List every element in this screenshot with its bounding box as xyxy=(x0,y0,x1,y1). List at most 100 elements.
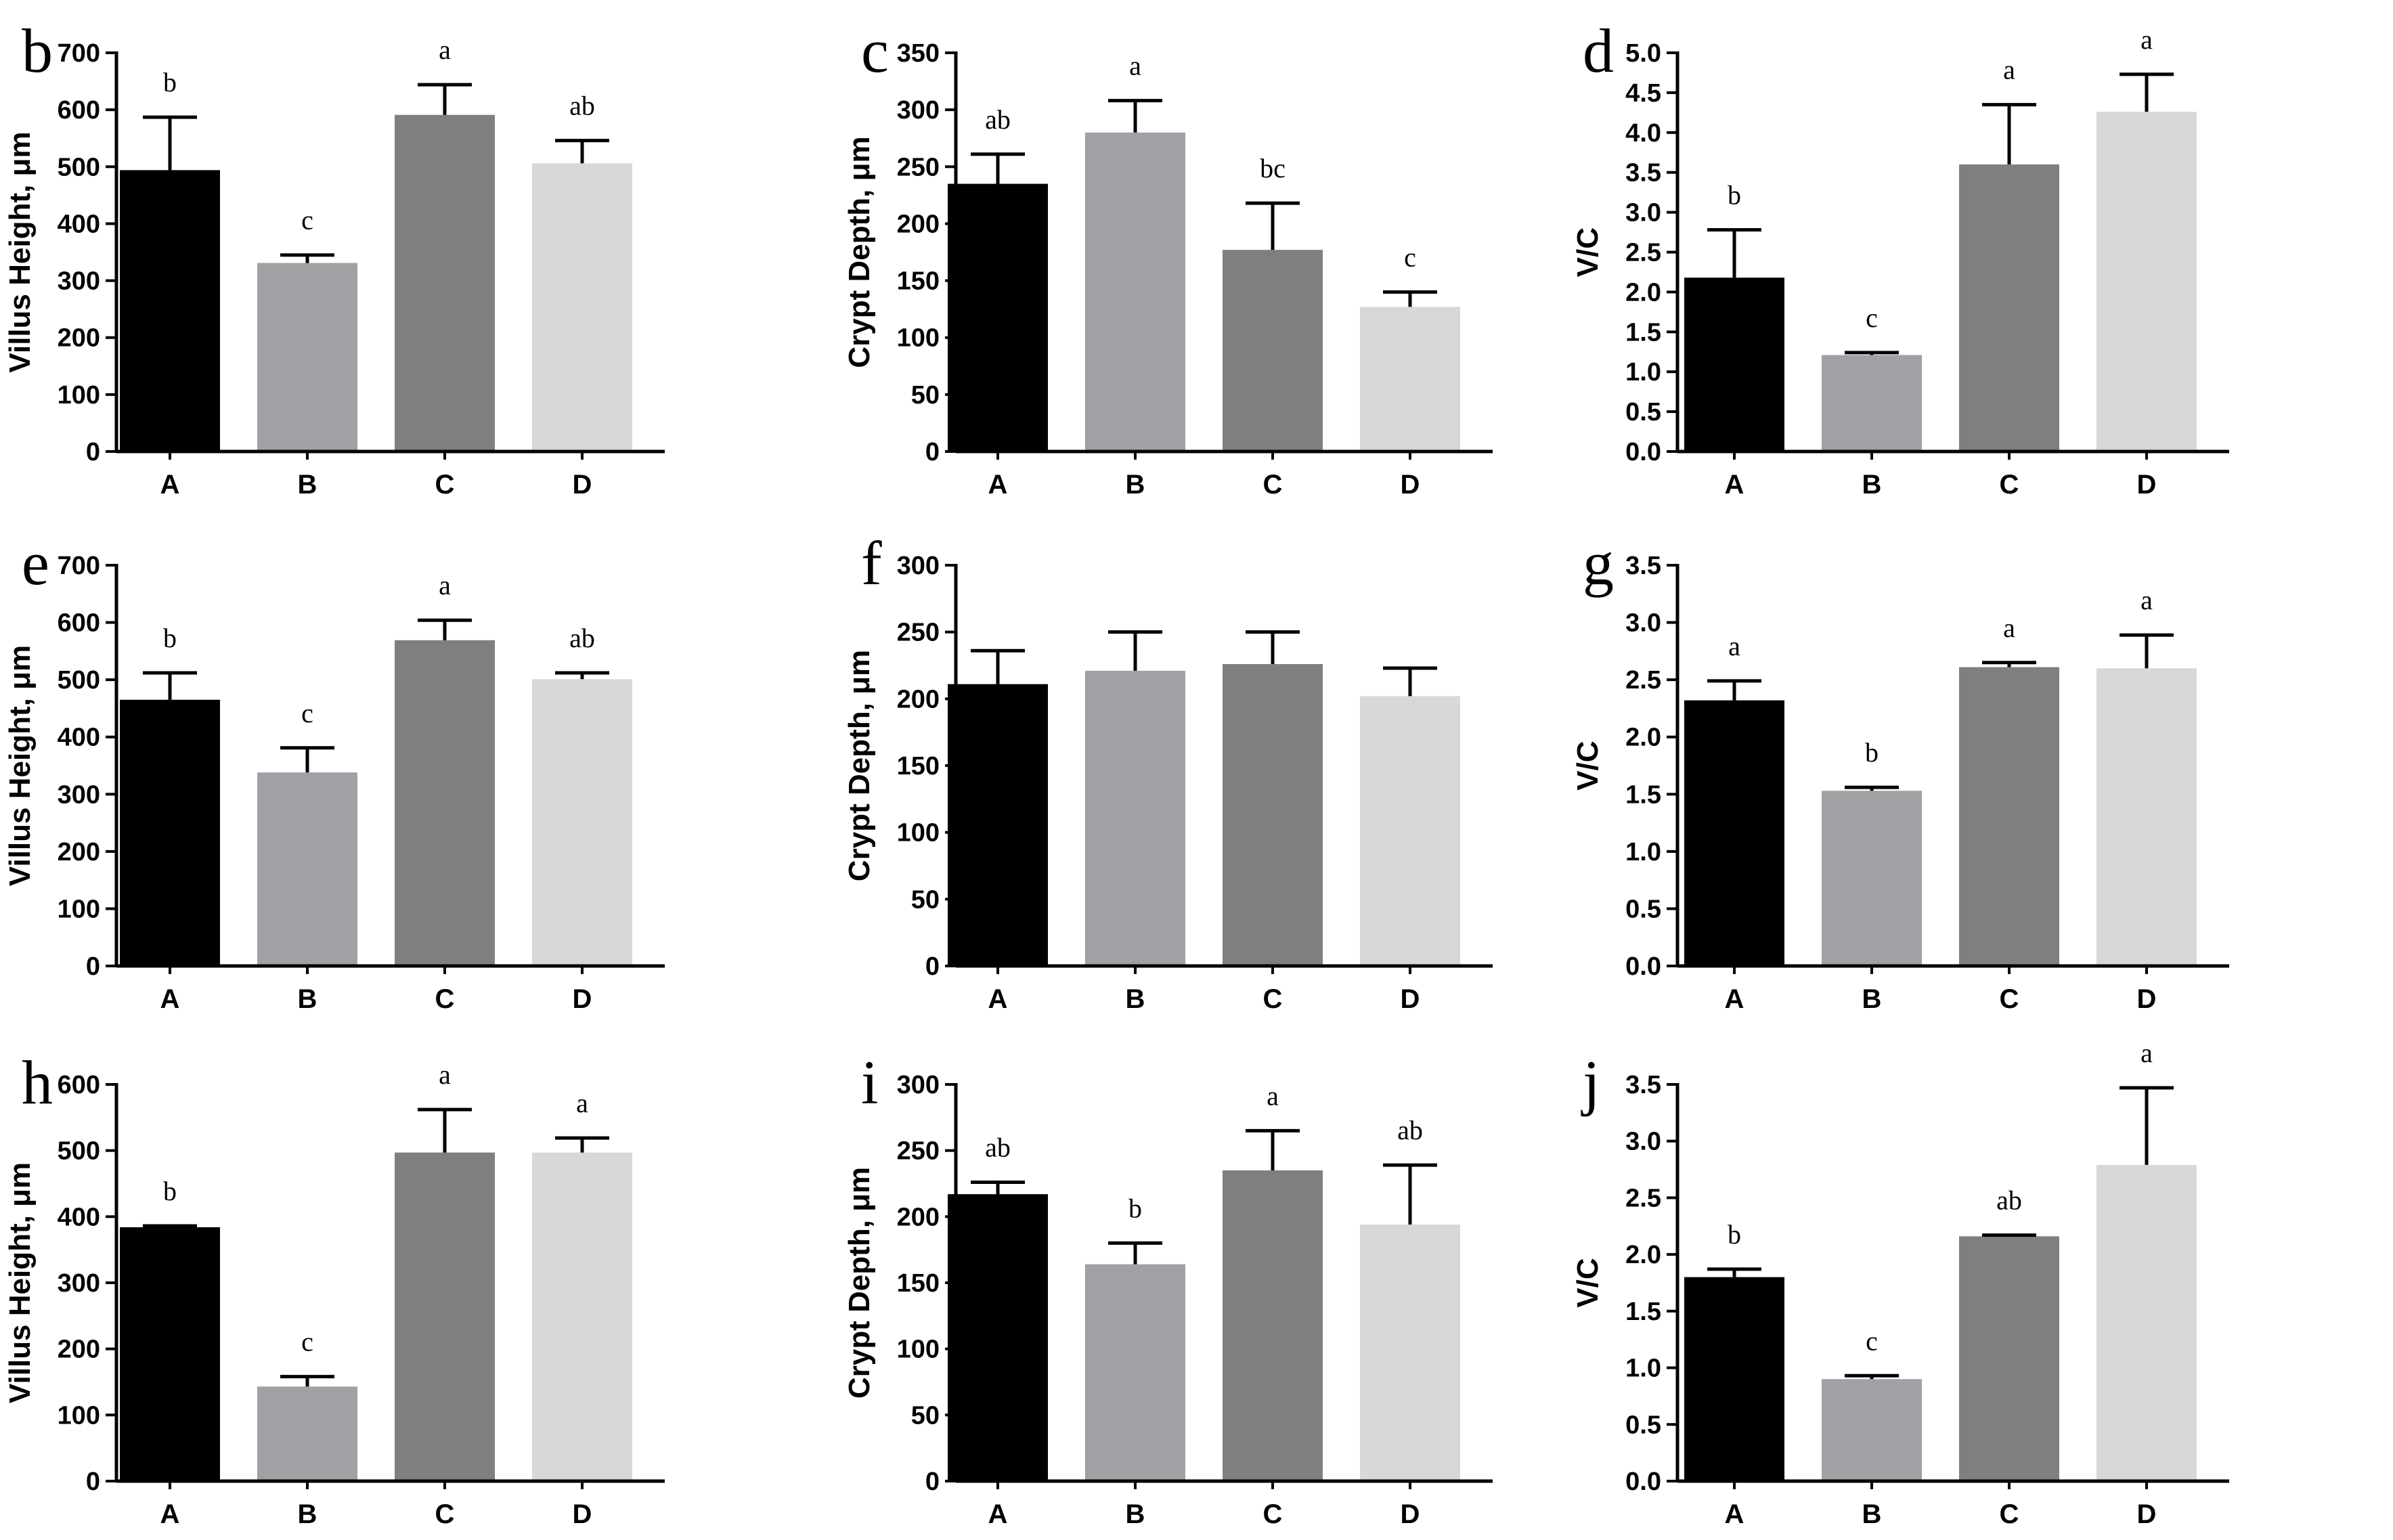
x-tick-label-c-A: A xyxy=(988,470,1008,500)
bar-h-C xyxy=(395,1152,495,1481)
y-tick-label-c: 200 xyxy=(897,210,940,238)
significance-label-d-B: c xyxy=(1866,303,1878,333)
x-tick-label-e-B: B xyxy=(298,984,317,1014)
y-tick-label-i: 300 xyxy=(897,1071,940,1099)
y-tick-label-h: 0 xyxy=(86,1468,100,1496)
significance-label-d-A: b xyxy=(1728,180,1741,211)
bar-j-D xyxy=(2096,1164,2197,1481)
y-tick-label-b: 400 xyxy=(58,210,100,238)
y-tick-label-i: 50 xyxy=(911,1401,940,1430)
bar-j-A xyxy=(1684,1277,1784,1481)
y-tick-label-j: 0.0 xyxy=(1625,1468,1661,1496)
x-tick-label-f-D: D xyxy=(1401,984,1420,1014)
bar-f-D xyxy=(1360,696,1460,966)
y-tick-label-e: 0 xyxy=(86,952,100,981)
y-tick-label-e: 200 xyxy=(58,838,100,866)
y-tick-label-c: 150 xyxy=(897,267,940,296)
chart-panel-j: b Ac Bab Ca D 0.0 0.5 1.0 1.5 2.0 2.5 3.0 3.5 V/C j xyxy=(1571,1038,2229,1529)
significance-label-e-B: c xyxy=(301,698,313,728)
y-tick-label-j: 3.5 xyxy=(1625,1071,1661,1099)
chart-panel-b: b Ac Ba Cab D 0 100 200 300 400 500 600 700 Villus He… xyxy=(3,16,665,500)
x-tick-label-c-C: C xyxy=(1263,470,1283,500)
x-tick-label-g-C: C xyxy=(2000,984,2019,1014)
y-tick-label-d: 1.5 xyxy=(1625,318,1661,347)
y-tick-label-j: 2.0 xyxy=(1625,1241,1661,1269)
x-tick-label-e-D: D xyxy=(573,984,592,1014)
y-tick-label-c: 50 xyxy=(911,381,940,410)
bar-e-D xyxy=(532,679,632,966)
y-tick-label-b: 100 xyxy=(58,381,100,410)
y-tick-label-j: 0.5 xyxy=(1625,1411,1661,1439)
y-tick-label-c: 100 xyxy=(897,324,940,353)
y-tick-label-d: 0.0 xyxy=(1625,438,1661,466)
significance-label-g-D: a xyxy=(2140,585,2153,615)
x-tick-label-j-A: A xyxy=(1725,1499,1744,1529)
x-tick-label-i-B: B xyxy=(1126,1499,1145,1529)
y-tick-label-e: 400 xyxy=(58,724,100,752)
y-tick-label-g: 0.0 xyxy=(1625,952,1661,981)
y-tick-label-f: 150 xyxy=(897,752,940,780)
x-tick-label-c-B: B xyxy=(1126,470,1145,500)
y-tick-label-h: 200 xyxy=(58,1336,100,1364)
y-tick-label-g: 3.5 xyxy=(1625,552,1661,580)
y-tick-label-j: 3.0 xyxy=(1625,1128,1661,1156)
y-tick-label-g: 3.0 xyxy=(1625,609,1661,638)
significance-label-h-A: b xyxy=(163,1176,177,1206)
bar-j-B xyxy=(1822,1379,1922,1481)
bar-e-A xyxy=(120,699,220,966)
y-axis-title-b: Villus Height, μm xyxy=(3,131,37,372)
panel-letter-h: h xyxy=(22,1048,53,1117)
x-tick-label-g-D: D xyxy=(2137,984,2157,1014)
x-tick-label-b-D: D xyxy=(573,470,592,500)
bar-c-A xyxy=(948,183,1048,452)
bar-g-C xyxy=(1959,667,2059,966)
significance-label-h-D: a xyxy=(576,1088,588,1118)
y-axis-title-c: Crypt Depth, μm xyxy=(843,136,876,368)
significance-label-c-D: c xyxy=(1404,242,1416,272)
x-tick-label-j-C: C xyxy=(2000,1499,2019,1529)
y-tick-label-d: 2.5 xyxy=(1625,239,1661,267)
x-tick-label-f-A: A xyxy=(988,984,1008,1014)
y-tick-label-h: 600 xyxy=(58,1071,100,1099)
y-tick-label-d: 0.5 xyxy=(1625,398,1661,426)
panel-letter-c: c xyxy=(861,16,889,85)
bar-d-C xyxy=(1959,164,2059,452)
significance-label-b-A: b xyxy=(163,67,177,97)
y-tick-label-b: 600 xyxy=(58,96,100,125)
y-tick-label-i: 100 xyxy=(897,1336,940,1364)
bar-e-B xyxy=(257,772,357,966)
x-tick-label-d-A: A xyxy=(1725,470,1744,500)
significance-label-i-A: ab xyxy=(985,1132,1011,1163)
y-tick-label-b: 500 xyxy=(58,153,100,181)
x-tick-label-f-B: B xyxy=(1126,984,1145,1014)
significance-label-d-C: a xyxy=(2003,55,2015,85)
y-tick-label-e: 700 xyxy=(58,552,100,580)
y-tick-label-h: 500 xyxy=(58,1137,100,1166)
bar-d-B xyxy=(1822,355,1922,452)
bar-i-B xyxy=(1085,1264,1185,1481)
significance-label-j-C: ab xyxy=(1996,1185,2022,1216)
bar-g-A xyxy=(1684,700,1784,966)
bar-g-D xyxy=(2096,668,2197,966)
x-tick-label-g-A: A xyxy=(1725,984,1744,1014)
x-tick-label-h-C: C xyxy=(435,1499,455,1529)
bar-i-D xyxy=(1360,1225,1460,1481)
y-tick-label-d: 3.5 xyxy=(1625,159,1661,188)
panel-letter-j: j xyxy=(1581,1048,1600,1117)
y-tick-label-g: 2.5 xyxy=(1625,666,1661,695)
x-tick-label-i-C: C xyxy=(1263,1499,1283,1529)
y-tick-label-j: 1.0 xyxy=(1625,1355,1661,1383)
y-tick-label-j: 2.5 xyxy=(1625,1184,1661,1212)
y-tick-label-f: 300 xyxy=(897,552,940,580)
panel-letter-i: i xyxy=(861,1048,879,1117)
y-tick-label-g: 0.5 xyxy=(1625,895,1661,923)
x-tick-label-e-A: A xyxy=(160,984,180,1014)
significance-label-i-D: ab xyxy=(1397,1115,1423,1145)
significance-label-i-B: b xyxy=(1128,1193,1142,1223)
panel-letter-e: e xyxy=(22,529,49,598)
bar-g-B xyxy=(1822,791,1922,966)
panel-letter-b: b xyxy=(22,16,53,85)
y-tick-label-b: 200 xyxy=(58,324,100,353)
bar-c-D xyxy=(1360,307,1460,452)
y-tick-label-c: 0 xyxy=(925,438,940,466)
